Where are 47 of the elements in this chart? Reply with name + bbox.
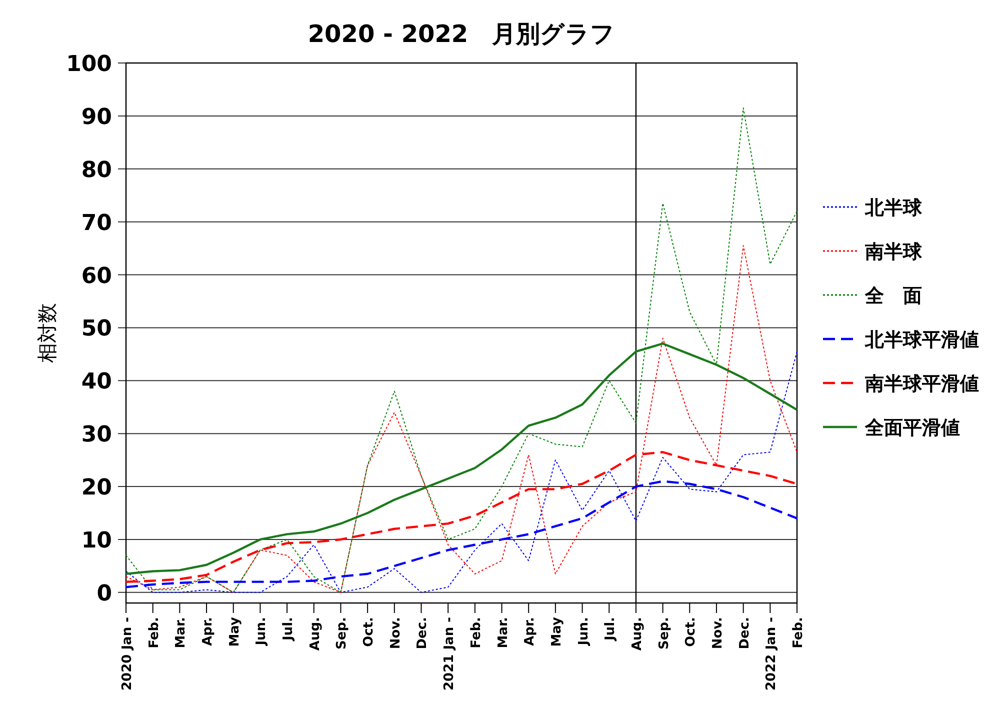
y-tick-label: 90	[81, 104, 112, 130]
x-tick-label: Oct.	[362, 617, 377, 647]
x-tick-label: Feb.	[146, 617, 162, 648]
x-tick-label: Nov.	[388, 617, 404, 650]
y-tick-label: 70	[81, 210, 112, 236]
x-tick-label: 2022 Jan -	[764, 617, 780, 690]
y-tick-label: 20	[81, 476, 112, 501]
x-tick-label: May	[549, 616, 564, 647]
x-tick-label: Jul.	[603, 617, 618, 642]
x-tick-label: May	[227, 616, 242, 647]
x-tick-label: Mar.	[174, 617, 189, 648]
chart-title: 2020 - 2022 月別グラフ	[308, 20, 616, 48]
legend-label: 南半球平滑値	[864, 373, 979, 395]
x-tick-label: Oct.	[684, 617, 699, 647]
line-series	[126, 245, 798, 593]
y-tick-label: 0	[96, 581, 112, 606]
y-axis-title: 相対数	[35, 303, 59, 363]
y-tick-label: 40	[81, 370, 112, 395]
legend-label: 全面平滑値	[864, 417, 960, 439]
x-tick-label: Dec.	[737, 617, 752, 650]
x-tick-label: Dec.	[415, 617, 430, 650]
x-tick-label: Jun.	[254, 617, 270, 646]
x-tick-label: Apr.	[200, 617, 216, 646]
y-tick-label: 60	[81, 264, 112, 289]
y-tick-label: 10	[81, 528, 112, 554]
x-tick-label: Jul.	[281, 617, 296, 642]
x-tick-label: Aug.	[308, 617, 323, 651]
y-tick-label: 30	[81, 422, 112, 448]
x-tick-label: Apr.	[522, 617, 538, 646]
x-tick-label: Aug.	[630, 617, 645, 651]
x-tick-label: Sep.	[334, 617, 350, 650]
legend-label: 北半球	[864, 197, 923, 219]
legend-label: 全 面	[864, 285, 922, 307]
y-tick-label: 50	[81, 316, 112, 342]
x-tick-label: Jun.	[576, 617, 592, 646]
x-tick-label: Feb.	[791, 617, 806, 648]
legend-label: 北半球平滑値	[864, 329, 979, 351]
x-tick-label: Nov.	[710, 617, 726, 650]
y-tick-label: 80	[81, 158, 112, 183]
x-tick-label: Mar.	[496, 617, 511, 648]
line-series	[126, 108, 798, 593]
y-tick-label: 100	[66, 52, 112, 77]
x-tick-label: Sep.	[656, 617, 672, 650]
x-tick-label: 2020 Jan -	[120, 617, 135, 690]
x-tick-label: Feb.	[468, 617, 484, 648]
x-tick-label: 2021 Jan -	[442, 617, 458, 690]
legend-label: 南半球	[864, 241, 923, 263]
